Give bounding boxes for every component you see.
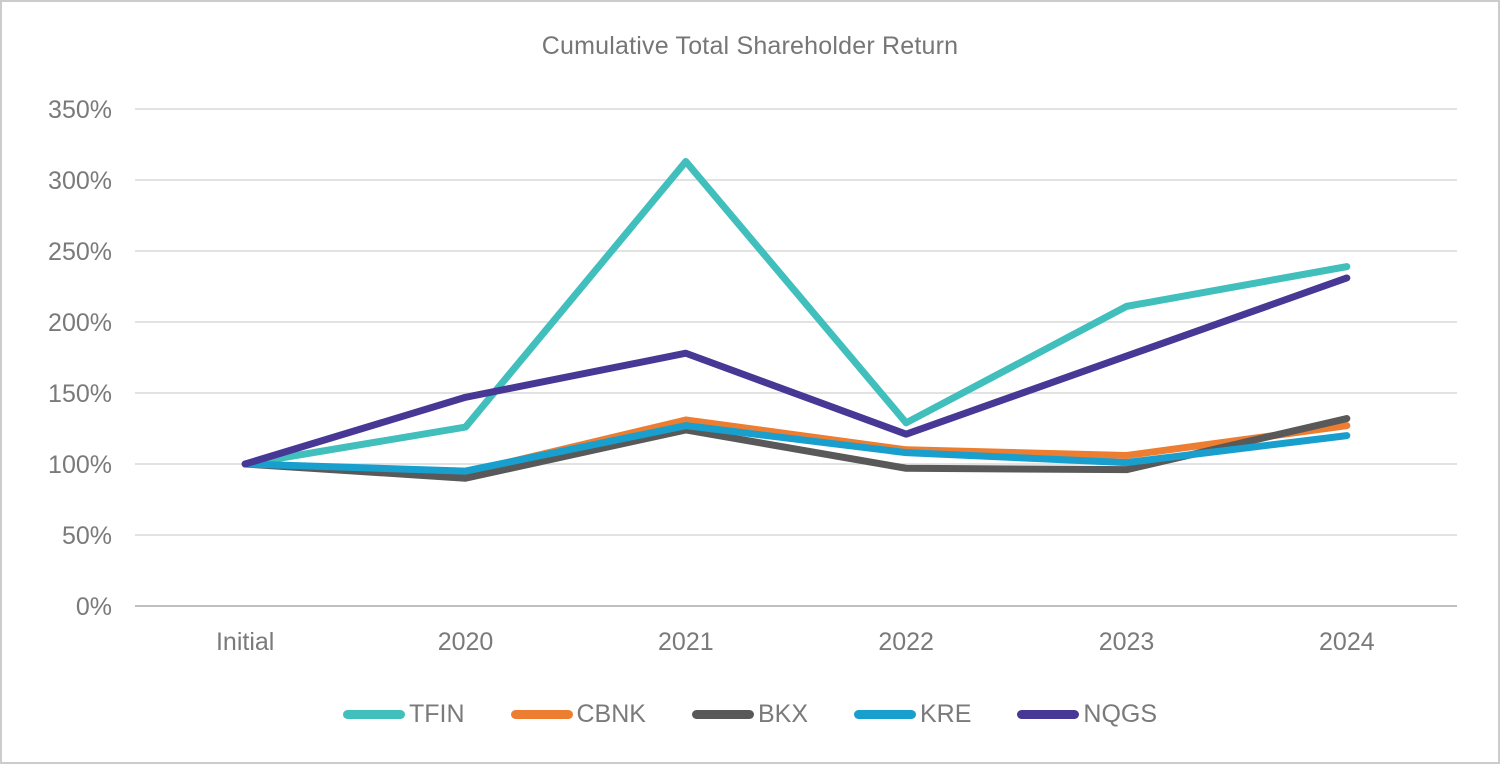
- legend-item-cbnk: CBNK: [510, 700, 646, 729]
- series-line-nqgs: [241, 274, 1351, 468]
- chart-title: Cumulative Total Shareholder Return: [541, 32, 959, 60]
- legend-label: TFIN: [408, 700, 465, 728]
- legend-item-bkx: BKX: [691, 700, 808, 729]
- x-tick-label: 2022: [878, 628, 934, 656]
- legend-label: KRE: [920, 700, 972, 728]
- x-tick-label: Initial: [216, 628, 274, 656]
- legend-label: CBNK: [576, 700, 646, 728]
- x-tick-label: 2024: [1319, 628, 1375, 656]
- line-chart-plot-area: 0% 50% 100% 150% 200% 250% 300% 350% Initial 2020…: [48, 96, 1457, 656]
- series-line-kre: [241, 422, 1351, 475]
- legend-swatch-cbnk: [510, 710, 573, 719]
- legend-label: NQGS: [1083, 700, 1158, 728]
- series-line-tfin: [241, 158, 1351, 468]
- x-tick-label: 2021: [658, 628, 714, 656]
- x-tick-label: 2020: [438, 628, 494, 656]
- y-tick-label: 0%: [76, 593, 112, 621]
- y-tick-label: 300%: [48, 167, 112, 195]
- legend-swatch-tfin: [342, 710, 405, 719]
- y-tick-label: 200%: [48, 309, 112, 337]
- legend-swatch-kre: [854, 710, 916, 719]
- legend-swatch-nqgs: [1017, 710, 1080, 719]
- y-tick-label: 50%: [62, 522, 112, 550]
- y-tick-label: 150%: [48, 380, 112, 408]
- chart-legend: TFIN CBNK BKX KRE NQGS: [2, 700, 1498, 729]
- legend-swatch-bkx: [691, 710, 754, 719]
- legend-label: BKX: [757, 700, 808, 728]
- y-tick-label: 100%: [48, 451, 112, 479]
- y-tick-label: 250%: [48, 238, 112, 266]
- y-tick-label: 350%: [48, 96, 112, 124]
- legend-item-nqgs: NQGS: [1017, 700, 1157, 729]
- legend-item-kre: KRE: [854, 700, 971, 729]
- legend-item-tfin: TFIN: [342, 700, 465, 729]
- x-tick-label: 2023: [1099, 628, 1155, 656]
